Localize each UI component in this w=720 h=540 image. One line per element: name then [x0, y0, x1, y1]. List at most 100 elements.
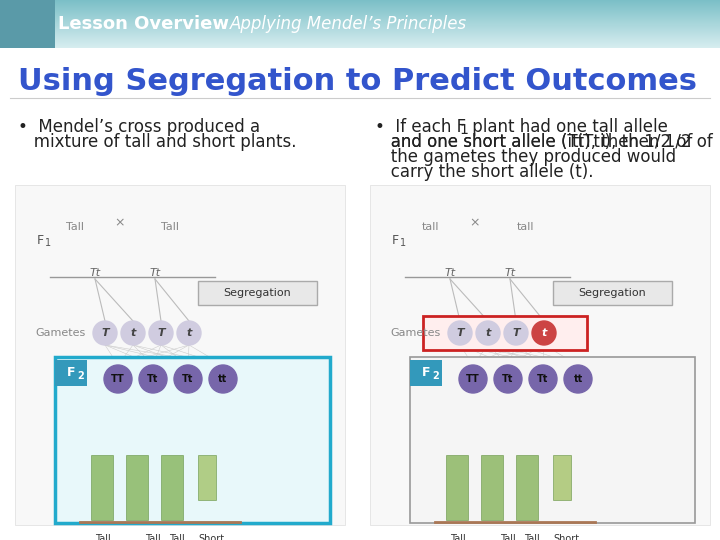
Circle shape	[104, 365, 132, 393]
FancyBboxPatch shape	[0, 0, 55, 48]
Circle shape	[564, 365, 592, 393]
Text: Tt: Tt	[505, 268, 516, 278]
Text: tall: tall	[421, 222, 438, 232]
Text: t: t	[186, 328, 192, 338]
Bar	[0, 43, 720, 44]
Bar	[0, 29, 720, 30]
Bar	[0, 6, 720, 7]
Text: Tt: Tt	[182, 374, 194, 384]
Text: tt: tt	[573, 374, 582, 384]
Text: plant had one tall allele: plant had one tall allele	[467, 118, 668, 136]
Text: Gametes: Gametes	[390, 328, 440, 338]
Text: 1: 1	[45, 238, 51, 248]
Bar	[0, 13, 720, 14]
Bar	[0, 1, 720, 2]
FancyBboxPatch shape	[370, 185, 710, 525]
Bar	[0, 35, 720, 36]
Text: T: T	[157, 328, 165, 338]
FancyBboxPatch shape	[423, 316, 587, 350]
Text: Tt: Tt	[89, 268, 101, 278]
Text: •  Mendel’s cross produced a: • Mendel’s cross produced a	[18, 118, 260, 136]
Text: Using Segregation to Predict Outcomes: Using Segregation to Predict Outcomes	[18, 68, 697, 97]
Text: Tt: Tt	[150, 268, 161, 278]
Bar	[0, 9, 720, 10]
Text: F: F	[37, 233, 44, 246]
Bar	[0, 5, 720, 6]
Bar	[0, 33, 720, 34]
Text: carry the short allele (t).: carry the short allele (t).	[375, 163, 593, 181]
Text: Tall: Tall	[145, 534, 161, 540]
Bar	[0, 30, 720, 31]
Circle shape	[504, 321, 528, 345]
Text: T: T	[456, 328, 464, 338]
Text: t: t	[541, 328, 546, 338]
FancyBboxPatch shape	[198, 455, 216, 500]
FancyBboxPatch shape	[410, 357, 695, 523]
Bar	[0, 38, 720, 39]
Text: T: T	[102, 328, 109, 338]
Bar	[0, 21, 720, 22]
Circle shape	[139, 365, 167, 393]
Text: ×: ×	[114, 217, 125, 230]
FancyBboxPatch shape	[198, 281, 317, 305]
FancyBboxPatch shape	[446, 455, 468, 520]
Bar	[0, 7, 720, 8]
FancyBboxPatch shape	[516, 455, 538, 520]
Text: F: F	[67, 367, 76, 380]
Text: mixture of tall and short plants.: mixture of tall and short plants.	[18, 133, 297, 151]
Circle shape	[149, 321, 173, 345]
Text: Tt: Tt	[537, 374, 549, 384]
Circle shape	[448, 321, 472, 345]
Bar	[0, 19, 720, 20]
Bar	[0, 39, 720, 40]
Bar	[0, 41, 720, 42]
Bar	[0, 45, 720, 46]
Bar	[0, 11, 720, 12]
Text: 1: 1	[400, 238, 406, 248]
FancyBboxPatch shape	[0, 48, 720, 540]
Bar	[0, 27, 720, 28]
Text: 1: 1	[459, 123, 468, 137]
Text: t: t	[130, 328, 135, 338]
Circle shape	[93, 321, 117, 345]
Bar	[0, 17, 720, 18]
Circle shape	[532, 321, 556, 345]
Bar	[0, 32, 720, 33]
FancyBboxPatch shape	[410, 360, 442, 386]
Text: Tall: Tall	[95, 534, 111, 540]
Bar	[0, 40, 720, 41]
Circle shape	[174, 365, 202, 393]
Circle shape	[529, 365, 557, 393]
Bar	[0, 8, 720, 9]
FancyBboxPatch shape	[55, 360, 87, 386]
Bar	[0, 28, 720, 29]
Text: ×: ×	[469, 217, 480, 230]
Text: Gametes: Gametes	[35, 328, 85, 338]
Bar	[0, 4, 720, 5]
Bar	[0, 24, 720, 25]
FancyBboxPatch shape	[126, 455, 148, 520]
Bar	[0, 46, 720, 47]
Text: Applying Mendel’s Principles: Applying Mendel’s Principles	[230, 15, 467, 33]
Text: Segregation: Segregation	[578, 288, 646, 298]
FancyBboxPatch shape	[161, 455, 183, 520]
Text: the gametes they produced would: the gametes they produced would	[375, 148, 676, 166]
Text: Tall: Tall	[450, 534, 466, 540]
Bar	[0, 15, 720, 16]
Circle shape	[121, 321, 145, 345]
Bar	[0, 10, 720, 11]
Circle shape	[494, 365, 522, 393]
Bar	[0, 16, 720, 17]
Text: TT: TT	[111, 374, 125, 384]
FancyBboxPatch shape	[55, 357, 330, 523]
Bar	[0, 36, 720, 37]
Text: and one short allele (itiTti), then 1/2 of: and one short allele (itiTti), then 1/2 …	[375, 133, 713, 151]
Text: Tall: Tall	[66, 222, 84, 232]
Circle shape	[177, 321, 201, 345]
Bar	[0, 26, 720, 27]
Text: 2: 2	[77, 371, 84, 381]
Circle shape	[476, 321, 500, 345]
Text: Tall: Tall	[524, 534, 540, 540]
Text: •  If each F: • If each F	[375, 118, 466, 136]
Bar	[0, 22, 720, 23]
